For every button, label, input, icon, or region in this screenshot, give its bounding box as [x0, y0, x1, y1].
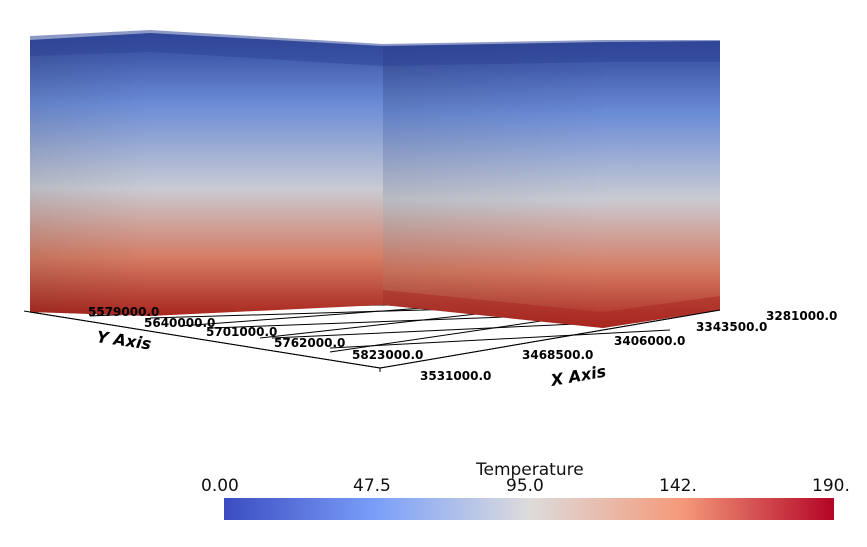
right-inner-shade	[383, 42, 603, 328]
x-tick-label: 3468500.0	[522, 348, 593, 362]
y-axis: 5579000.0 5640000.0 5701000.0 5762000.0 …	[29, 305, 423, 369]
colorbar-tick-label: 0.00	[201, 476, 239, 496]
colorbar-tick-label: 47.5	[353, 476, 391, 496]
x-tick-label: 3343500.0	[696, 320, 767, 334]
right-outer-face	[603, 41, 720, 328]
x-tick-label: 3281000.0	[766, 309, 837, 323]
y-tick-label: 5762000.0	[274, 336, 345, 350]
colorbar-tick-label: 190.	[812, 476, 850, 496]
y-tick-label: 5579000.0	[88, 305, 159, 319]
y-tick-label: 5640000.0	[144, 316, 215, 330]
colorbar-gradient	[224, 498, 834, 520]
y-axis-title: Y Axis	[95, 327, 152, 353]
colorbar-title: Temperature	[476, 460, 584, 480]
y-tick-label: 5701000.0	[206, 325, 277, 339]
x-axis-title: X Axis	[548, 362, 607, 391]
top-edge-band	[30, 30, 720, 66]
left-inner-face	[150, 33, 383, 316]
bottom-hot-band	[383, 290, 720, 328]
x-tick-label: 3406000.0	[614, 334, 685, 348]
x-axis: 3531000.0 3468500.0 3406000.0 3343500.0 …	[379, 309, 837, 391]
temperature-volume	[30, 30, 720, 328]
x-tick-label: 3531000.0	[420, 369, 491, 383]
left-outer-shade	[30, 33, 150, 316]
colorbar-tick-label: 142.	[659, 476, 697, 496]
colorbar-tick-label: 95.0	[506, 476, 544, 496]
y-tick-label: 5823000.0	[352, 348, 423, 362]
